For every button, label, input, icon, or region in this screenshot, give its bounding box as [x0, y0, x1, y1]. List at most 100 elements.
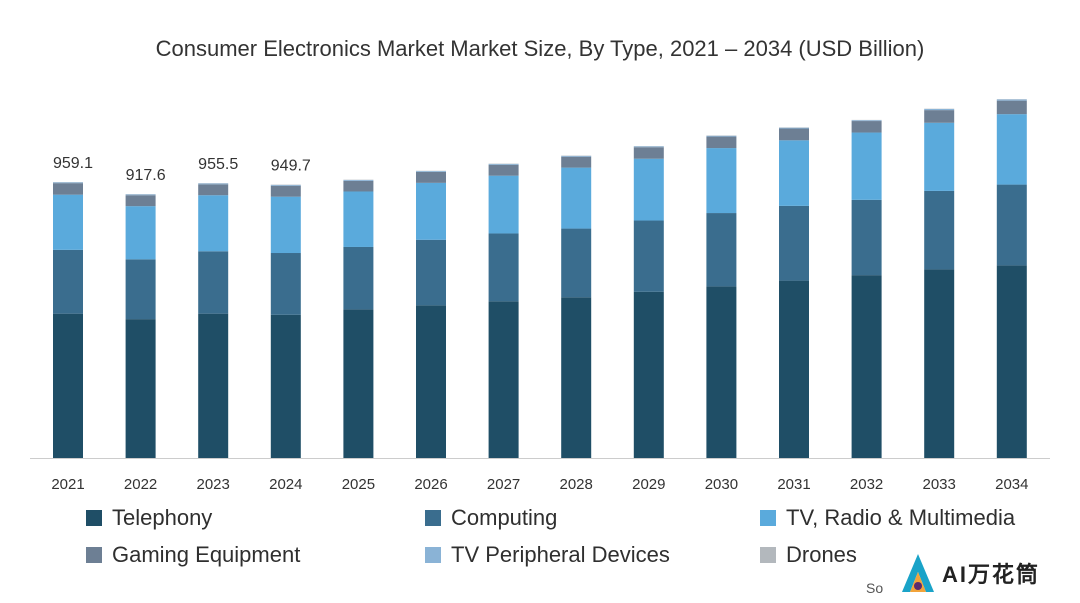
bar-segment-tv-radio-multimedia-2029 — [634, 159, 664, 221]
bar-segment-gaming-equipment-2031 — [779, 129, 809, 141]
bar-segment-computing-2023 — [198, 251, 228, 313]
bar-segment-computing-2021 — [53, 250, 83, 314]
bar-segment-telephony-2033 — [924, 269, 954, 458]
legend-label-computing: Computing — [451, 505, 557, 531]
bar-segment-telephony-2034 — [997, 265, 1027, 458]
bar-segment-tv-peripheral-devices-2025 — [343, 180, 373, 181]
bar-segment-gaming-equipment-2021 — [53, 183, 83, 195]
bar-segment-tv-peripheral-devices-2026 — [416, 171, 446, 172]
bar-segment-computing-2027 — [489, 233, 519, 301]
x-tick-label-2027: 2027 — [487, 476, 520, 493]
bar-segment-tv-peripheral-devices-2029 — [634, 146, 664, 147]
bar-segment-telephony-2028 — [561, 297, 591, 458]
bar-segment-tv-peripheral-devices-2022 — [126, 194, 156, 195]
bar-segment-computing-2028 — [561, 229, 591, 298]
bar-segment-computing-2026 — [416, 240, 446, 306]
x-tick-label-2032: 2032 — [850, 476, 883, 493]
x-tick-label-2022: 2022 — [124, 476, 157, 493]
total-label-2024: 949.7 — [271, 158, 311, 175]
x-tick-label-2024: 2024 — [269, 476, 302, 493]
legend-label-telephony: Telephony — [112, 505, 212, 531]
bar-segment-telephony-2026 — [416, 305, 446, 458]
bar-segment-computing-2029 — [634, 221, 664, 292]
total-label-2023: 955.5 — [198, 156, 238, 173]
x-tick-label-2030: 2030 — [705, 476, 738, 493]
bar-segment-tv-peripheral-devices-2021 — [53, 182, 83, 183]
bar-segment-tv-peripheral-devices-2023 — [198, 183, 228, 184]
bar-segment-gaming-equipment-2030 — [706, 137, 736, 149]
legend-label-drones: Drones — [786, 542, 857, 568]
bar-segment-telephony-2031 — [779, 281, 809, 458]
bar-segment-tv-radio-multimedia-2032 — [852, 133, 882, 200]
bar-segment-tv-radio-multimedia-2031 — [779, 140, 809, 206]
bar-segment-computing-2033 — [924, 191, 954, 269]
bar-segment-tv-radio-multimedia-2033 — [924, 123, 954, 191]
legend-label-tv-radio-multimedia: TV, Radio & Multimedia — [786, 505, 1015, 531]
bar-segment-telephony-2025 — [343, 309, 373, 458]
x-tick-label-2026: 2026 — [414, 476, 447, 493]
legend-item-computing: Computing — [425, 505, 557, 531]
bar-segment-telephony-2024 — [271, 315, 301, 458]
bar-segment-telephony-2021 — [53, 314, 83, 458]
bar-segment-telephony-2023 — [198, 314, 228, 458]
bar-segment-gaming-equipment-2024 — [271, 186, 301, 197]
bar-segment-gaming-equipment-2023 — [198, 184, 228, 195]
total-label-2021: 959.1 — [53, 155, 93, 172]
legend-swatch-tv-radio-multimedia — [760, 510, 776, 526]
total-label-2022: 917.6 — [126, 167, 166, 184]
x-tick-label-2025: 2025 — [342, 476, 375, 493]
bar-segment-tv-peripheral-devices-2028 — [561, 156, 591, 157]
bar-segment-tv-radio-multimedia-2022 — [126, 206, 156, 259]
bar-segment-telephony-2032 — [852, 275, 882, 458]
x-tick-label-2028: 2028 — [560, 476, 593, 493]
bar-segment-gaming-equipment-2034 — [997, 101, 1027, 115]
bar-segment-gaming-equipment-2026 — [416, 172, 446, 183]
bar-segment-telephony-2030 — [706, 286, 736, 458]
bar-segment-tv-radio-multimedia-2021 — [53, 195, 83, 250]
bar-segment-tv-radio-multimedia-2023 — [198, 195, 228, 251]
legend-item-tv-peripheral-devices: TV Peripheral Devices — [425, 542, 670, 568]
legend-item-tv-radio-multimedia: TV, Radio & Multimedia — [760, 505, 1015, 531]
bar-segment-tv-radio-multimedia-2028 — [561, 168, 591, 229]
bar-segment-tv-peripheral-devices-2030 — [706, 136, 736, 137]
x-tick-label-2021: 2021 — [51, 476, 84, 493]
x-tick-label-2034: 2034 — [995, 476, 1028, 493]
bar-segment-gaming-equipment-2027 — [489, 165, 519, 176]
legend-swatch-telephony — [86, 510, 102, 526]
x-tick-label-2029: 2029 — [632, 476, 665, 493]
legend-label-tv-peripheral-devices: TV Peripheral Devices — [451, 542, 670, 568]
bar-segment-gaming-equipment-2033 — [924, 110, 954, 123]
bar-segment-tv-radio-multimedia-2024 — [271, 197, 301, 253]
bar-segment-tv-radio-multimedia-2030 — [706, 148, 736, 213]
bar-segment-computing-2025 — [343, 247, 373, 309]
bar-segment-tv-radio-multimedia-2026 — [416, 183, 446, 240]
source-note-fragment: So — [866, 580, 883, 596]
bar-segment-tv-peripheral-devices-2027 — [489, 164, 519, 165]
bar-segment-tv-peripheral-devices-2033 — [924, 109, 954, 110]
bar-segment-tv-radio-multimedia-2025 — [343, 191, 373, 246]
bar-segment-gaming-equipment-2032 — [852, 121, 882, 133]
bar-segment-telephony-2022 — [126, 319, 156, 458]
legend-swatch-computing — [425, 510, 441, 526]
x-tick-label-2031: 2031 — [777, 476, 810, 493]
x-tick-label-2033: 2033 — [923, 476, 956, 493]
bar-segment-telephony-2027 — [489, 301, 519, 458]
legend-item-gaming-equipment: Gaming Equipment — [86, 542, 300, 568]
bar-segment-tv-peripheral-devices-2024 — [271, 185, 301, 186]
bar-segment-computing-2032 — [852, 200, 882, 275]
bar-segment-gaming-equipment-2022 — [126, 195, 156, 206]
legend-item-telephony: Telephony — [86, 505, 212, 531]
bar-segment-tv-radio-multimedia-2027 — [489, 176, 519, 234]
legend-swatch-drones — [760, 547, 776, 563]
bar-segment-gaming-equipment-2029 — [634, 147, 664, 159]
bar-segment-computing-2031 — [779, 206, 809, 281]
bar-segment-computing-2030 — [706, 213, 736, 286]
bar-segment-gaming-equipment-2025 — [343, 181, 373, 192]
watermark-text: AI万花筒 — [942, 557, 1040, 589]
bar-segment-telephony-2029 — [634, 292, 664, 458]
bar-segment-tv-peripheral-devices-2031 — [779, 128, 809, 129]
bar-segment-computing-2022 — [126, 259, 156, 319]
bar-segment-tv-radio-multimedia-2034 — [997, 114, 1027, 184]
x-tick-label-2023: 2023 — [197, 476, 230, 493]
legend-item-drones: Drones — [760, 542, 857, 568]
